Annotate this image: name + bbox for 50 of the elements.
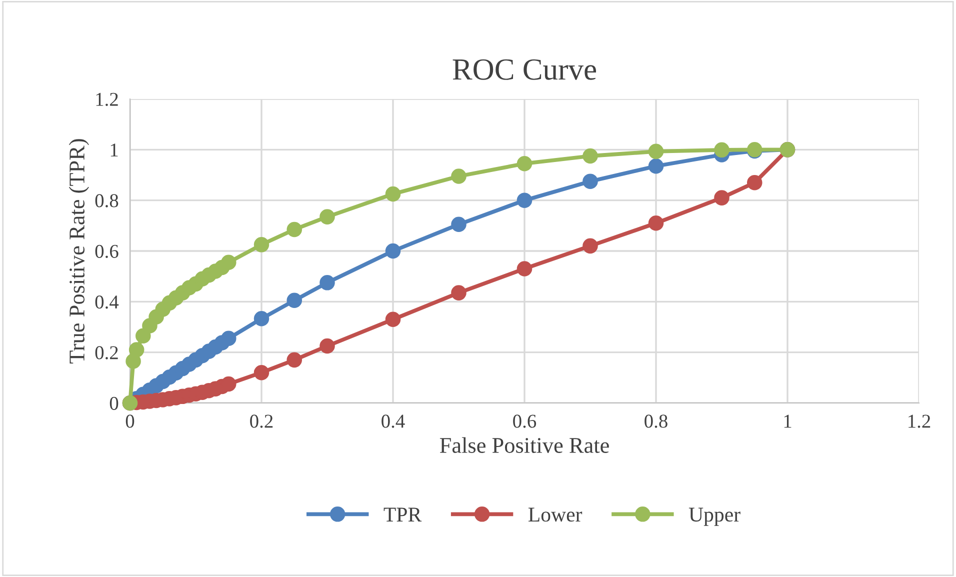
x-tick-label: 0.6	[513, 414, 536, 428]
x-tick-label: 0.8	[644, 414, 668, 428]
x-tick-label: 1.2	[908, 414, 930, 428]
legend-label: Lower	[528, 508, 582, 522]
x-tick-label: 0	[126, 414, 134, 428]
x-tick-label: 0.2	[250, 414, 273, 428]
point	[385, 243, 401, 259]
point	[286, 352, 302, 368]
point	[746, 174, 762, 190]
y-tick-label: 0	[110, 396, 118, 410]
point	[128, 342, 144, 358]
y-tick-label: 1.2	[96, 92, 118, 106]
x-tick-label: 0.4	[382, 414, 405, 428]
point	[254, 237, 270, 252]
point	[286, 292, 302, 308]
point	[451, 285, 466, 300]
legend-label: Upper	[688, 508, 740, 526]
point	[286, 222, 302, 238]
point	[320, 338, 335, 354]
point	[254, 364, 270, 380]
y-tick-label: 0.2	[95, 346, 118, 360]
point	[385, 312, 401, 328]
point	[582, 238, 598, 254]
point	[582, 148, 598, 164]
y-tick-label: 0.6	[95, 244, 118, 258]
y-axis-title: True Positive Rate (TPR)	[68, 139, 90, 364]
point	[451, 216, 466, 232]
y-tick-label: 0.4	[95, 295, 119, 309]
point	[320, 209, 335, 224]
point	[648, 144, 664, 160]
chart-title: ROC Curve	[452, 59, 596, 80]
y-tick-label: 0.8	[95, 194, 118, 208]
y-tick-label: 1	[110, 144, 118, 156]
point	[648, 158, 664, 174]
legend-label: TPR	[384, 508, 422, 522]
point	[220, 254, 236, 270]
point	[320, 275, 335, 290]
point	[516, 261, 532, 276]
point	[254, 311, 270, 326]
point	[648, 215, 664, 231]
point	[516, 156, 532, 172]
point	[516, 192, 532, 208]
point	[451, 168, 466, 184]
point	[714, 142, 730, 158]
x-axis-title: False Positive Rate	[440, 437, 609, 453]
point	[714, 190, 730, 206]
x-tick-label: 1	[784, 414, 792, 428]
point	[220, 330, 236, 346]
point	[582, 174, 598, 189]
point	[385, 186, 401, 202]
